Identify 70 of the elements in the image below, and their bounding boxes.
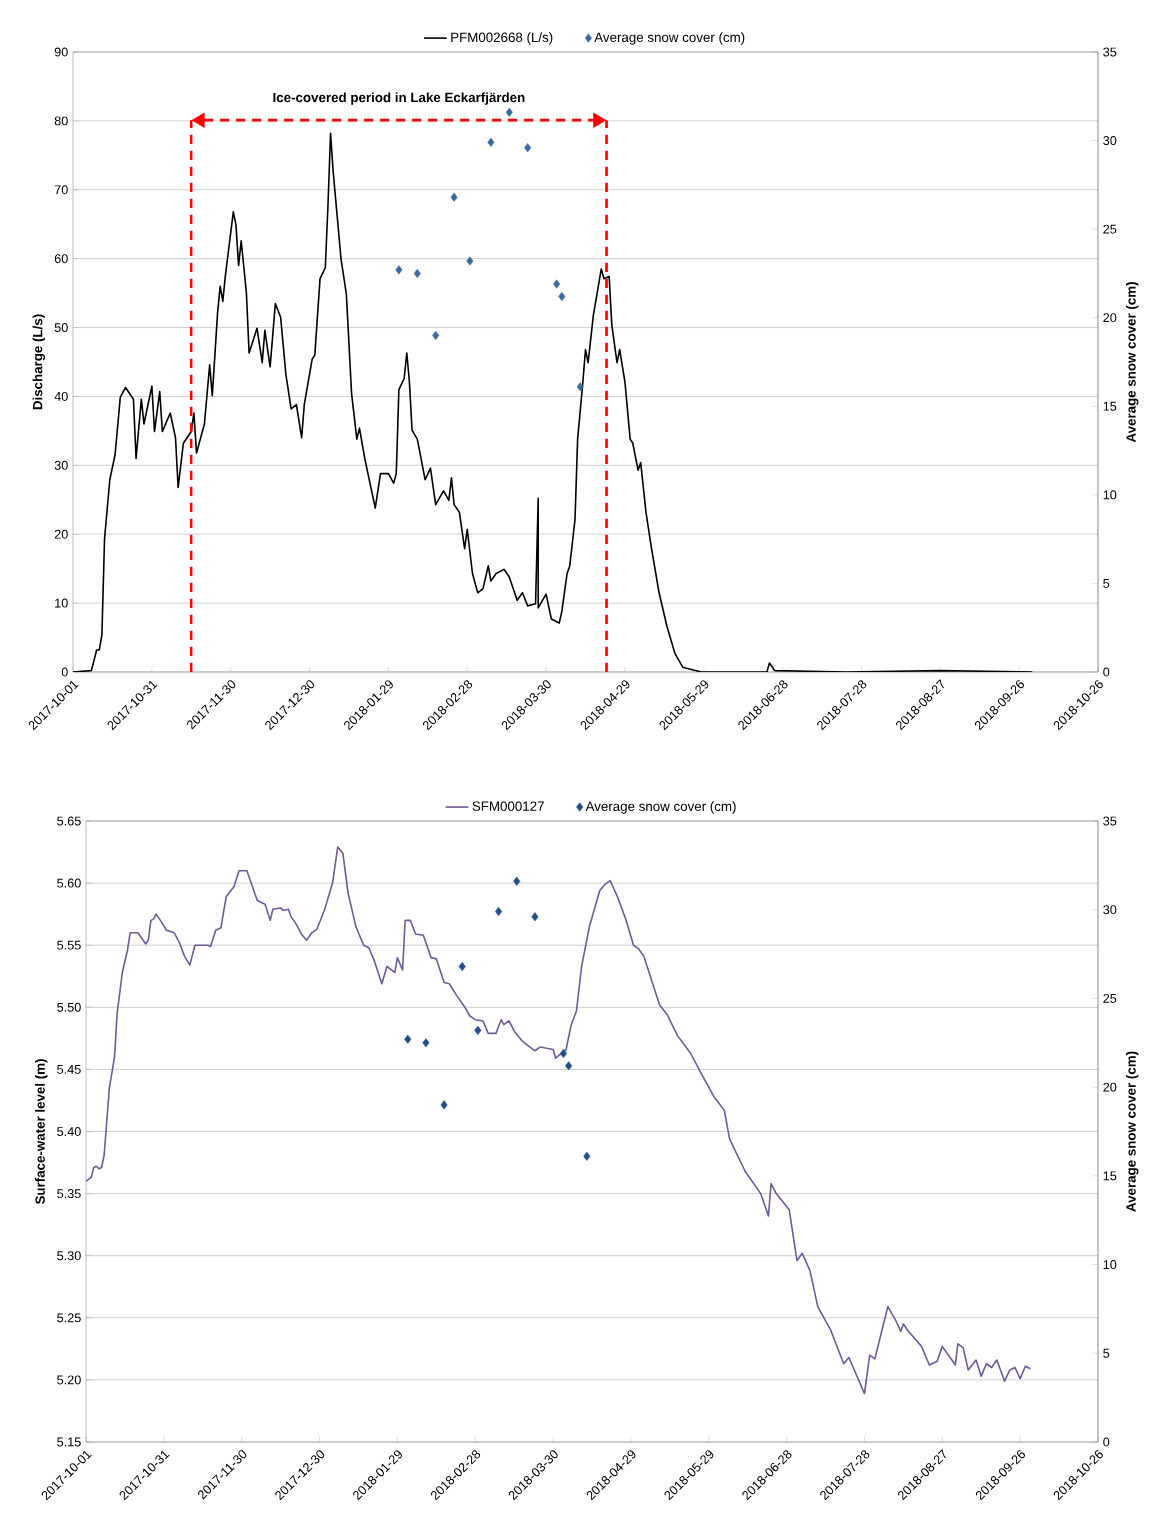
y2-tick-label: 5: [1103, 1348, 1110, 1358]
point: [513, 876, 521, 886]
y-tick-label: 5.65: [57, 816, 81, 826]
y-tick-label: 5.20: [57, 1375, 81, 1385]
point: [583, 1151, 591, 1161]
point: [458, 961, 466, 972]
y-tick-label: 5.15: [57, 1437, 81, 1447]
y-tick-label: 5.25: [57, 1313, 81, 1323]
y2-axis-title: Average snow cover (cm): [1125, 282, 1139, 443]
y-tick-label: 5.40: [57, 1127, 81, 1136]
y-tick-label: 5.30: [57, 1251, 81, 1261]
y-tick-label: 5.50: [57, 1002, 81, 1012]
legend-label: SFM000127: [472, 801, 544, 811]
annotation: Ice-covered period in Lake Eckarfjärden: [273, 92, 525, 105]
y2-axis-title: Average snow cover (cm): [1125, 1051, 1139, 1212]
y-tick-label: 5.55: [57, 940, 81, 950]
y-tick-label: 80: [54, 116, 68, 126]
y-axis-title: Surface-water level (m): [35, 1059, 48, 1205]
y2-tick-label: 25: [1103, 224, 1117, 234]
point: [474, 1025, 482, 1035]
point: [505, 107, 513, 117]
y2-tick-label: 35: [1103, 47, 1117, 57]
y-tick-label: 5.60: [57, 878, 81, 888]
y-axis-title: Discharge (L/s): [32, 314, 46, 410]
y2-tick-label: 0: [1103, 667, 1110, 677]
y-tick-label: 20: [54, 529, 68, 539]
y2-tick-label: 10: [1103, 1260, 1117, 1270]
y-tick-label: 70: [54, 185, 68, 195]
y2-tick-label: 20: [1103, 313, 1117, 323]
point: [395, 265, 403, 275]
y-tick-label: 90: [54, 47, 68, 57]
y2-tick-label: 30: [1103, 905, 1117, 915]
y2-tick-label: 35: [1103, 816, 1117, 826]
y2-tick-label: 30: [1103, 136, 1117, 146]
point: [524, 143, 532, 153]
legend-label: Average snow cover (cm): [585, 801, 736, 814]
point: [440, 1100, 448, 1110]
point: [413, 268, 421, 278]
y-tick-label: 0: [61, 667, 68, 677]
y2-tick-label: 10: [1103, 490, 1117, 500]
y2-tick-label: 0: [1103, 1437, 1110, 1447]
point: [531, 912, 539, 922]
y-tick-label: 5.35: [57, 1189, 81, 1199]
line-series: [86, 846, 1032, 1395]
y2-tick-label: 15: [1103, 1171, 1117, 1181]
point: [432, 330, 440, 340]
point: [495, 906, 503, 917]
y-tick-label: 30: [54, 460, 68, 470]
legend-label: PFM002668 (L/s): [451, 32, 553, 45]
y-tick-label: 50: [54, 323, 68, 333]
y-tick-label: 10: [55, 598, 68, 608]
point: [565, 1061, 573, 1071]
point: [558, 291, 566, 301]
y-tick-label: 5.45: [57, 1064, 81, 1074]
y-tick-label: 40: [54, 391, 68, 401]
legend-label: Average snow cover (cm): [594, 32, 745, 45]
y2-tick-label: 20: [1103, 1082, 1117, 1092]
y2-tick-label: 25: [1103, 993, 1117, 1003]
line-series: [73, 132, 1034, 672]
y2-tick-label: 5: [1103, 578, 1110, 588]
point: [487, 137, 495, 147]
point: [576, 382, 584, 392]
point: [553, 279, 561, 289]
point: [422, 1038, 430, 1048]
y-tick-label: 60: [54, 254, 68, 264]
point: [404, 1034, 412, 1044]
point: [559, 1048, 567, 1058]
point: [450, 192, 458, 202]
y2-tick-label: 15: [1103, 401, 1117, 411]
point: [466, 256, 474, 266]
